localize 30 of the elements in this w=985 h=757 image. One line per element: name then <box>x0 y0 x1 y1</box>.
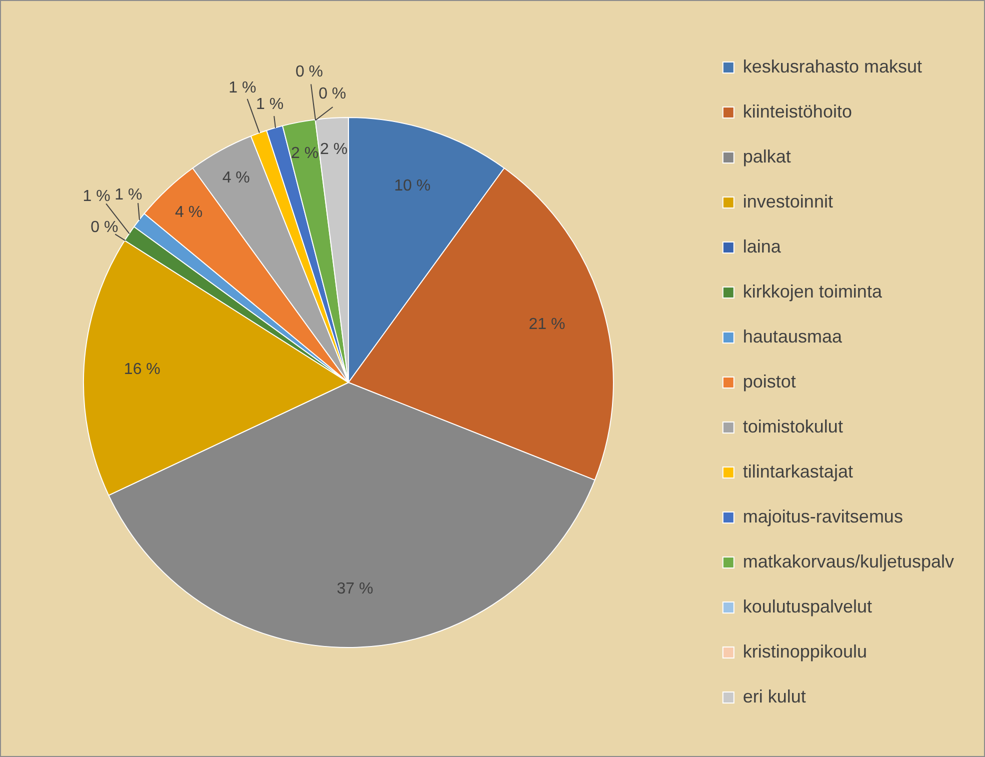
legend-label: toimistokulut <box>742 416 843 436</box>
data-label: 37 % <box>336 580 374 598</box>
legend-label: majoitus-ravitsemus <box>742 506 903 526</box>
text: 0 % <box>295 63 324 80</box>
data-label: 1 % <box>256 96 284 113</box>
legend-label: kirkkojen toiminta <box>742 281 883 302</box>
legend-label: matkakorvaus/kuljetuspalv <box>742 551 954 572</box>
data-label: 16 % <box>124 360 160 378</box>
text: 0 % <box>90 219 118 236</box>
data-label: 1 % <box>114 186 142 204</box>
data-label: 4 % <box>175 204 203 221</box>
legend-label: poistot <box>742 371 796 392</box>
legend-label: eri kulut <box>742 686 806 706</box>
data-label: 4 % <box>222 170 250 187</box>
legend-label: kristinoppikoulu <box>742 641 867 662</box>
text: 0 % <box>318 85 346 102</box>
legend-label: investoinnit <box>742 191 833 212</box>
data-label: 2 % <box>320 141 348 158</box>
legend-label: palkat <box>742 146 791 166</box>
legend-label: keskusrahasto maksut <box>742 56 922 76</box>
data-label: 10 % <box>394 177 431 194</box>
legend-label: kiinteistöhoito <box>742 101 852 122</box>
data-label: 1 % <box>228 79 256 96</box>
data-label: 2 % <box>290 144 319 162</box>
data-label: 21 % <box>528 316 566 334</box>
data-label: 1 % <box>82 188 110 206</box>
legend-label: tilintarkastajat <box>742 461 853 482</box>
legend-label: hautausmaa <box>742 326 843 346</box>
legend-label: koulutuspalvelut <box>742 596 872 616</box>
legend-label: laina <box>742 236 782 256</box>
